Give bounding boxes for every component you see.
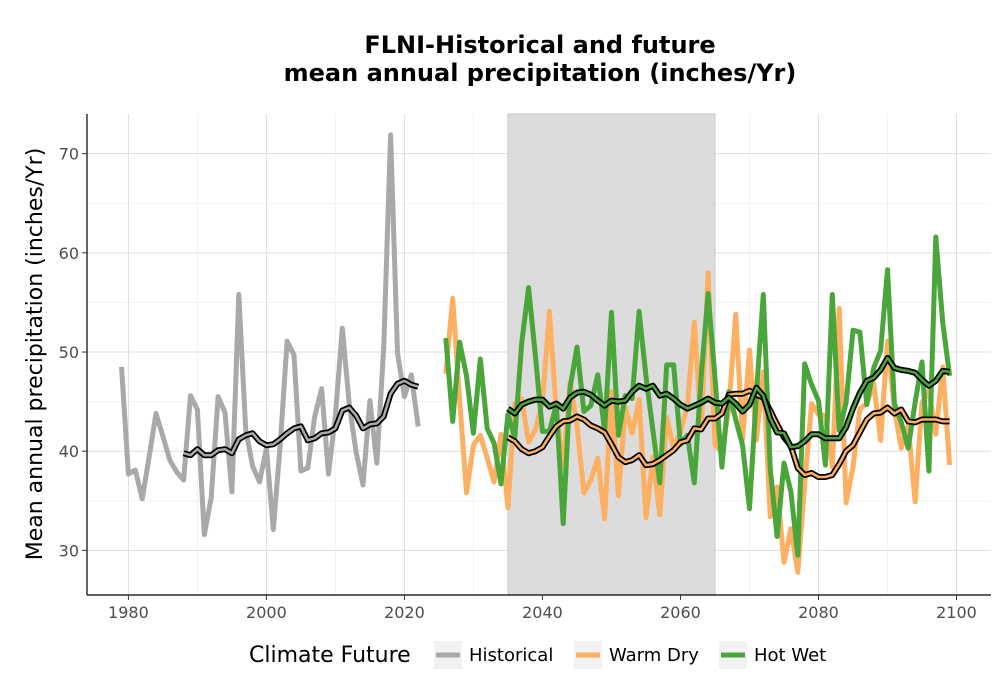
legend: Climate Future Historical Warm Dry Hot Wet (249, 641, 826, 669)
chart-title-line-2: mean annual precipitation (inches/Yr) (284, 59, 797, 87)
legend-label-hot-wet: Hot Wet (754, 645, 826, 666)
chart-title: FLNI-Historical and future mean annual p… (284, 31, 797, 87)
smooth-line-hot-wet (506, 355, 951, 451)
legend-entry-hot-wet: Hot Wet (719, 641, 826, 669)
y-tick-label: 30 (59, 541, 79, 560)
y-axis-title: Mean annual precipitation (inches/Yr) (23, 148, 48, 561)
x-tick-label: 2000 (246, 603, 287, 622)
x-tick-label: 2040 (522, 603, 563, 622)
smooth-core-hot-wet (507, 356, 950, 449)
y-tick-label: 40 (59, 442, 79, 461)
legend-entry-warm-dry: Warm Dry (574, 641, 699, 669)
smooth-line-historical (182, 377, 420, 459)
x-tick-label: 2100 (936, 603, 977, 622)
y-tick-label: 60 (59, 244, 79, 263)
y-tick-label: 50 (59, 343, 79, 362)
chart-title-line-1: FLNI-Historical and future (364, 31, 715, 59)
tick-labels: 30 40 50 60 70 1980 2000 2020 2040 2060 2080 2100 (59, 145, 977, 622)
legend-label-historical: Historical (469, 645, 553, 666)
smooth-core-historical (183, 379, 419, 457)
x-tick-label: 2060 (660, 603, 701, 622)
axes (86, 114, 991, 596)
series-lines (119, 132, 953, 575)
series-line-historical (119, 132, 421, 537)
legend-title: Climate Future (249, 643, 411, 668)
y-tick-label: 70 (59, 145, 79, 164)
x-tick-label: 2020 (384, 603, 425, 622)
x-tick-label: 1980 (108, 603, 149, 622)
legend-label-warm-dry: Warm Dry (609, 645, 699, 666)
legend-entry-historical: Historical (434, 641, 553, 669)
x-tick-label: 2080 (798, 603, 839, 622)
